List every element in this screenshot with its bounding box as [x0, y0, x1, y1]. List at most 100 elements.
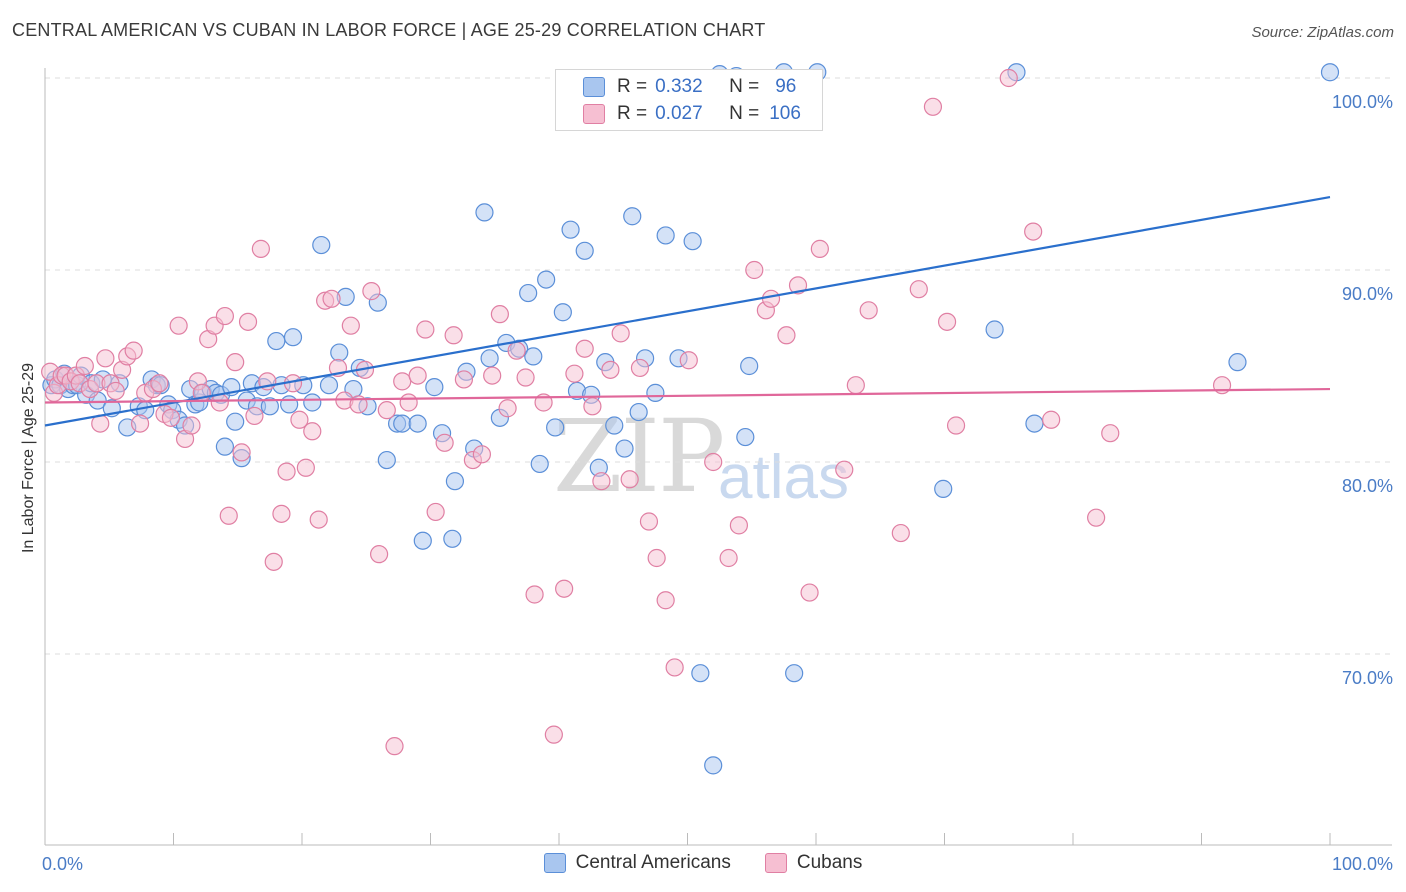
legend-r-label: R =: [617, 76, 648, 97]
point-central-americans-105: [1320, 63, 1340, 82]
point-cubans-91: [704, 452, 723, 472]
point-cubans-55: [362, 282, 381, 301]
point-central-americans-75: [553, 303, 572, 322]
trend-line-cubans: [44, 387, 1331, 404]
point-central-americans-88: [656, 226, 675, 245]
point-central-americans-72: [530, 454, 549, 474]
y-tick-label-90: 90.0%: [1342, 284, 1393, 304]
y-tick-label-70: 70.0%: [1342, 668, 1393, 688]
y-tick-label-100: 100.0%: [1332, 92, 1393, 112]
point-cubans-85: [630, 358, 650, 378]
point-central-americans-40: [267, 331, 286, 351]
point-cubans-47: [309, 510, 328, 529]
point-central-americans-48: [330, 343, 349, 362]
point-central-americans-56: [393, 414, 412, 433]
source-credit: Source: ZipAtlas.com: [1251, 24, 1394, 41]
y-tick-label-80: 80.0%: [1342, 476, 1393, 496]
x-tick-label-start: 0.0%: [42, 854, 83, 874]
point-central-americans-87: [646, 383, 665, 402]
legend-n-label: N =: [729, 76, 760, 97]
point-cubans-38: [251, 239, 270, 258]
point-cubans-105: [909, 280, 928, 299]
point-central-americans-98: [785, 664, 804, 683]
point-cubans-79: [575, 339, 594, 358]
point-cubans-61: [408, 366, 427, 385]
point-cubans-58: [385, 737, 404, 756]
point-cubans-92: [719, 548, 738, 568]
point-cubans-76: [544, 725, 563, 744]
legend-label-cubans: Cubans: [796, 852, 863, 873]
point-cubans-56: [370, 545, 389, 564]
point-central-americans-83: [615, 439, 634, 458]
point-cubans-110: [1024, 222, 1043, 241]
point-cubans-35: [232, 443, 251, 462]
point-cubans-33: [219, 506, 238, 525]
point-cubans-77: [555, 579, 574, 598]
point-central-americans-62: [445, 472, 465, 491]
point-cubans-83: [611, 324, 630, 343]
point-central-americans-33: [226, 412, 245, 431]
legend-item-central-americans: Central Americans: [543, 852, 731, 874]
point-central-americans-101: [985, 320, 1004, 339]
point-cubans-103: [859, 301, 878, 320]
point-cubans-59: [393, 372, 412, 391]
point-cubans-17: [124, 341, 143, 360]
point-central-americans-47: [319, 376, 339, 395]
point-central-americans-70: [519, 283, 538, 303]
legend-label-central-americans: Central Americans: [575, 852, 731, 873]
point-cubans-26: [182, 416, 201, 435]
point-cubans-49: [322, 289, 341, 308]
point-central-americans-104: [1228, 353, 1247, 372]
point-cubans-96: [761, 289, 781, 308]
point-central-americans-31: [215, 437, 234, 456]
legend-n-label: N =: [729, 103, 760, 124]
point-central-americans-78: [575, 241, 594, 260]
point-central-americans-91: [691, 664, 710, 683]
point-cubans-44: [290, 410, 309, 429]
chart-title: CENTRAL AMERICAN VS CUBAN IN LABOR FORCE…: [12, 20, 766, 40]
point-cubans-89: [665, 658, 684, 677]
point-central-americans-65: [475, 203, 494, 222]
legend-n-value-pink: 106: [769, 103, 801, 124]
legend-n-value-blue: 96: [775, 76, 797, 97]
point-cubans-71: [498, 399, 517, 418]
point-cubans-24: [169, 316, 188, 335]
point-cubans-46: [303, 422, 322, 441]
point-cubans-12: [96, 349, 115, 368]
point-central-americans-58: [413, 531, 432, 550]
point-cubans-18: [130, 414, 150, 433]
point-cubans-112: [1087, 508, 1106, 527]
point-cubans-69: [483, 366, 502, 385]
tick-labels: 70.0% 80.0% 90.0% 100.0% 0.0% 100.0%: [42, 92, 1393, 874]
point-cubans-36: [238, 312, 258, 331]
trend-line-central-americans: [44, 195, 1331, 427]
series-cubans: [41, 68, 1232, 756]
axes: [44, 68, 1392, 846]
legend-swatch-pink: [583, 104, 605, 124]
point-cubans-65: [444, 326, 463, 345]
legend-swatch-blue: [543, 853, 566, 873]
point-central-americans-103: [1025, 414, 1044, 433]
point-cubans-90: [679, 351, 698, 370]
point-cubans-34: [226, 353, 245, 372]
point-cubans-111: [1042, 410, 1061, 429]
point-central-americans-61: [443, 529, 462, 548]
correlation-legend: R = 0.332 N = 96 R = 0.027 N = 106: [555, 69, 823, 131]
point-central-americans-71: [524, 347, 543, 366]
point-central-americans-42: [280, 395, 299, 414]
point-cubans-88: [656, 591, 675, 610]
point-central-americans-43: [283, 328, 303, 347]
point-cubans-45: [296, 458, 315, 477]
point-cubans-99: [800, 583, 819, 602]
point-cubans-62: [416, 320, 435, 339]
point-cubans-23: [161, 408, 181, 427]
point-cubans-84: [620, 470, 639, 489]
point-cubans-57: [377, 401, 396, 420]
point-cubans-37: [245, 406, 264, 426]
point-cubans-107: [937, 312, 957, 331]
point-cubans-42: [277, 462, 296, 481]
trend-lines: [44, 195, 1331, 427]
point-cubans-52: [341, 316, 360, 335]
point-cubans-72: [507, 341, 526, 360]
point-central-americans-95: [740, 356, 759, 376]
